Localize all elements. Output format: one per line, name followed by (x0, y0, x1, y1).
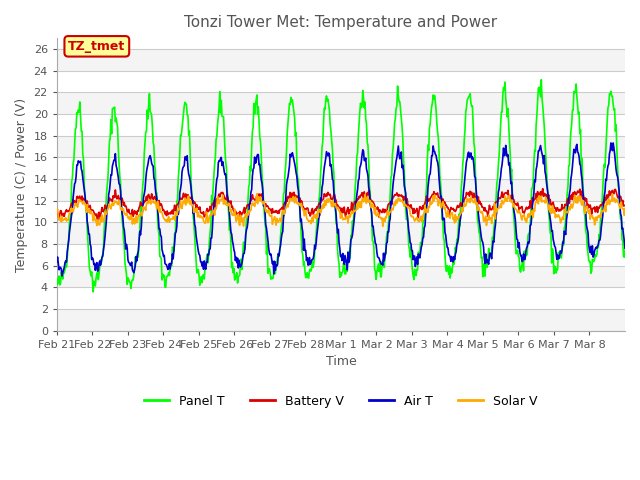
Bar (57, 179, 625, 201)
Y-axis label: Temperature (C) / Power (V): Temperature (C) / Power (V) (15, 97, 28, 272)
Bar (57, 136, 625, 157)
Text: TZ_tmet: TZ_tmet (68, 40, 125, 53)
Bar (57, 92, 625, 114)
Bar (57, 222, 625, 244)
Bar (57, 266, 625, 288)
Legend: Panel T, Battery V, Air T, Solar V: Panel T, Battery V, Air T, Solar V (140, 390, 542, 413)
Title: Tonzi Tower Met: Temperature and Power: Tonzi Tower Met: Temperature and Power (184, 15, 497, 30)
Bar (57, 309, 625, 331)
X-axis label: Time: Time (326, 355, 356, 369)
Bar (57, 49, 625, 71)
